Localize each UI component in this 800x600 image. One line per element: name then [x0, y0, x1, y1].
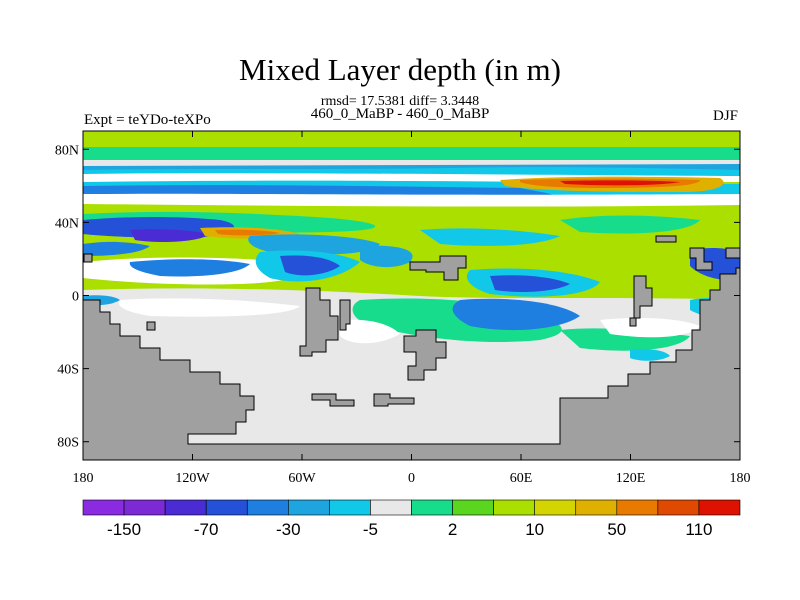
field-patch	[360, 245, 413, 268]
colorbar-label: 10	[525, 520, 544, 539]
lat-tick-label: 40N	[55, 216, 79, 231]
colorbar-swatch	[657, 499, 700, 516]
longitude-axis: 180 120W 60W 0 60E 120E 180	[73, 131, 751, 486]
colorbar-swatch	[82, 499, 125, 516]
colorbar-swatch	[123, 499, 166, 516]
colorbar-label: -5	[363, 520, 378, 539]
colorbar-swatch	[616, 499, 659, 516]
colorbar-swatch	[370, 499, 412, 516]
colorbar-label: 110	[685, 520, 712, 539]
field-patch	[560, 215, 700, 234]
colorbar-swatch	[575, 499, 618, 516]
colorbar-swatch	[329, 499, 371, 516]
lat-tick-label: 80S	[57, 436, 79, 451]
field-patch	[490, 275, 570, 292]
lon-tick-label: 120W	[175, 471, 210, 486]
colorbar-swatch	[411, 499, 453, 516]
lon-tick-label: 180	[730, 471, 751, 486]
field-band	[83, 193, 740, 207]
field-patch	[600, 318, 700, 338]
colorbar-swatch	[452, 499, 494, 516]
stats-line: rmsd= 17.5381 diff= 3.3448	[320, 94, 480, 109]
lon-tick-label: 180	[73, 471, 94, 486]
colorbar-label: -150	[107, 520, 141, 539]
colorbar-label: -70	[194, 520, 219, 539]
field-patch	[340, 319, 400, 344]
field-patch	[130, 229, 210, 242]
field-patch	[118, 298, 300, 317]
colorbar-swatch	[164, 499, 207, 516]
map-field	[83, 131, 740, 460]
colorbar-swatch	[205, 499, 248, 516]
latitude-axis: 80N 40N 0 40S 80S	[55, 143, 740, 451]
land-mask	[83, 235, 740, 460]
field-patch	[280, 255, 340, 276]
figure-title: Mixed Layer depth (in m)	[239, 52, 561, 87]
field-patch	[83, 241, 150, 256]
field-patch	[248, 234, 380, 255]
field-patch	[630, 349, 670, 361]
colorbar-label: -30	[276, 520, 301, 539]
colorbar-swatch	[246, 499, 289, 516]
lon-tick-label: 0	[408, 471, 415, 486]
colorbar-label: 2	[448, 520, 457, 539]
colorbar: -150 -70 -30 -5 2 10 50 110	[82, 499, 741, 539]
lon-tick-label: 60W	[288, 471, 316, 486]
colorbar-swatch	[493, 499, 535, 516]
experiment-label: Expt = teYDo-teXPo	[84, 112, 211, 128]
lat-tick-label: 80N	[55, 143, 79, 158]
field-patch	[452, 298, 580, 331]
colorbar-label: 50	[607, 520, 626, 539]
field-patch	[420, 228, 560, 246]
field-patch	[215, 229, 280, 236]
lon-tick-label: 120E	[616, 471, 646, 486]
colorbar-swatch	[534, 499, 577, 516]
lon-tick-label: 60E	[510, 471, 533, 486]
colorbar-swatch	[288, 499, 330, 516]
colorbar-swatch	[698, 499, 741, 516]
lat-tick-label: 40S	[57, 363, 79, 378]
lat-tick-label: 0	[72, 290, 79, 305]
field-band	[83, 160, 740, 166]
field-band	[83, 131, 740, 147]
field-patch	[129, 259, 250, 277]
field-band	[83, 147, 740, 161]
field-patch	[560, 180, 680, 186]
season-label: DJF	[712, 108, 738, 124]
case-line: 460_0_MaBP - 460_0_MaBP	[310, 106, 490, 122]
